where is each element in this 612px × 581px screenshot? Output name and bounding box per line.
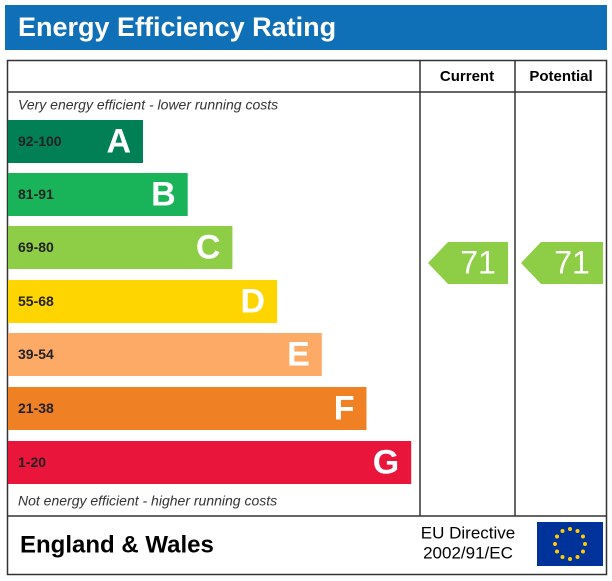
- eu-stars: [553, 527, 587, 561]
- band: [8, 387, 367, 430]
- region: England & Wales: [20, 531, 214, 558]
- band-letter: E: [287, 335, 310, 373]
- eu-star: [553, 542, 557, 546]
- eu-star: [580, 549, 585, 554]
- title-bar: [5, 5, 607, 50]
- eu-star: [568, 527, 572, 531]
- band-letter: C: [196, 228, 221, 266]
- directive: EU Directive: [421, 523, 515, 542]
- frame: [6, 59, 608, 576]
- eu-star: [583, 542, 587, 546]
- eu-star: [560, 554, 565, 559]
- band-range: 69-80: [18, 239, 54, 255]
- band: [8, 120, 143, 163]
- eu-star: [560, 529, 565, 534]
- band-range: 21-38: [18, 400, 54, 416]
- band: [8, 226, 233, 269]
- eu-star: [555, 549, 560, 554]
- eu-star: [555, 534, 560, 539]
- band-range: 55-68: [18, 293, 54, 309]
- band-range: 92-100: [18, 133, 62, 149]
- eu-star: [575, 554, 580, 559]
- title: Energy Efficiency Rating: [18, 12, 336, 42]
- rating-arrow: [521, 242, 603, 284]
- band-range: 39-54: [18, 346, 54, 362]
- rating-value: 71: [460, 244, 496, 280]
- directive: 2002/91/EC: [423, 543, 513, 562]
- eu-star: [568, 557, 572, 561]
- rating-arrow: [428, 242, 508, 284]
- eu-star: [580, 534, 585, 539]
- band: [8, 333, 322, 376]
- column-header: Current: [440, 68, 494, 85]
- band-letter: F: [334, 389, 355, 427]
- rating-value: 71: [554, 244, 590, 280]
- band-letter: D: [241, 282, 266, 320]
- band-range: 1-20: [18, 454, 46, 470]
- band: [8, 173, 188, 216]
- eu-star: [575, 529, 580, 534]
- band-range: 81-91: [18, 186, 54, 202]
- top-note: Very energy efficient - lower running co…: [18, 97, 278, 113]
- band-letter: B: [151, 175, 176, 213]
- band-letter: G: [373, 443, 399, 481]
- band: [8, 441, 412, 484]
- band-letter: A: [106, 122, 131, 160]
- column-header: Potential: [529, 68, 592, 85]
- band: [8, 280, 278, 323]
- bottom-note: Not energy efficient - higher running co…: [18, 493, 277, 509]
